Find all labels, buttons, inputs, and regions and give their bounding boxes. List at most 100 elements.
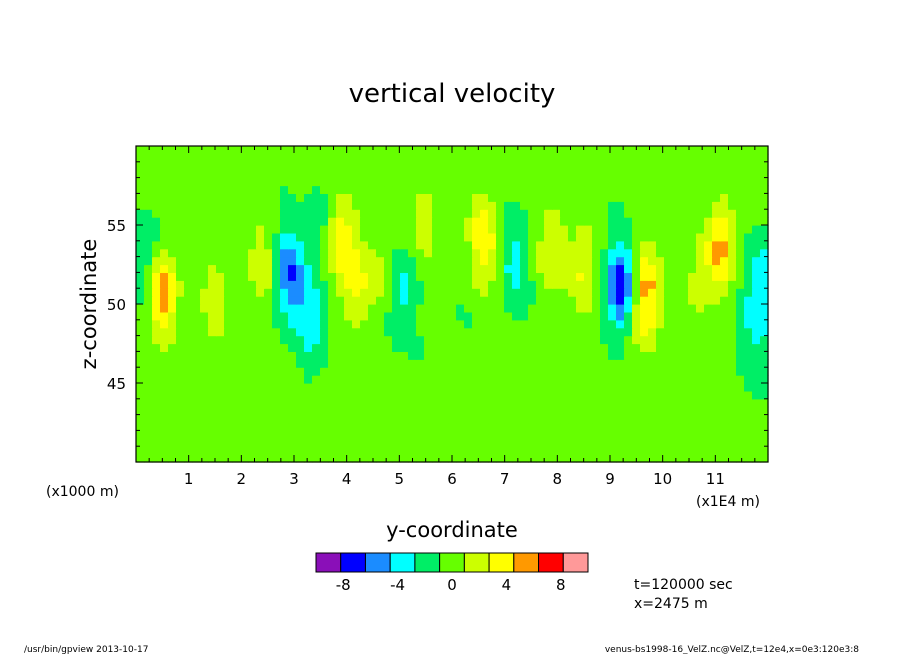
heatmap-cell — [488, 438, 497, 447]
heatmap-cell — [472, 319, 481, 329]
heatmap-cell — [408, 335, 417, 345]
heatmap-cell — [616, 311, 625, 321]
heatmap-cell — [392, 335, 401, 345]
heatmap-cell — [416, 438, 425, 447]
heatmap-cell — [752, 153, 761, 163]
heatmap-cell — [744, 288, 753, 297]
heatmap-cell — [248, 225, 257, 234]
heatmap-cell — [592, 201, 601, 210]
heatmap-cell — [224, 272, 233, 281]
heatmap-cell — [232, 359, 241, 368]
heatmap-cell — [392, 232, 401, 242]
heatmap-cell — [696, 169, 705, 179]
heatmap-cell — [456, 446, 465, 455]
heatmap-cell — [656, 414, 665, 424]
heatmap-cell — [576, 406, 585, 416]
heatmap-cell — [240, 264, 249, 273]
heatmap-cell — [664, 280, 673, 289]
heatmap-cell — [352, 256, 361, 266]
heatmap-cell — [248, 398, 257, 408]
heatmap-cell — [744, 225, 753, 234]
heatmap-cell — [704, 304, 713, 313]
heatmap-cell — [488, 446, 497, 455]
heatmap-cell — [576, 304, 585, 313]
heatmap-cell — [352, 414, 361, 424]
heatmap-cell — [640, 438, 649, 447]
heatmap-cell — [208, 288, 217, 297]
heatmap-cell — [208, 438, 217, 447]
heatmap-cell — [320, 414, 329, 424]
heatmap-cell — [160, 367, 169, 376]
heatmap-cell — [328, 146, 337, 155]
heatmap-cell — [600, 406, 609, 416]
heatmap-cell — [336, 225, 345, 234]
heatmap-cell — [384, 225, 393, 234]
heatmap-cell — [608, 217, 617, 226]
heatmap-cell — [736, 272, 745, 281]
heatmap-cell — [376, 390, 385, 400]
heatmap-cell — [216, 185, 225, 194]
heatmap-cell — [688, 343, 697, 352]
heatmap-cell — [760, 225, 769, 234]
heatmap-cell — [592, 209, 601, 218]
heatmap-cell — [208, 161, 217, 171]
heatmap-cell — [216, 406, 225, 416]
heatmap-cell — [216, 359, 225, 368]
heatmap-cell — [176, 430, 185, 439]
heatmap-cell — [616, 454, 625, 463]
heatmap-cell — [376, 177, 385, 187]
heatmap-cell — [448, 446, 457, 455]
heatmap-cell — [168, 161, 177, 171]
heatmap-cell — [168, 359, 177, 368]
heatmap-cell — [184, 248, 193, 258]
heatmap-cell — [728, 422, 737, 431]
heatmap-cell — [720, 177, 729, 187]
heatmap-cell — [304, 454, 313, 463]
heatmap-cell — [392, 438, 401, 447]
heatmap-cell — [344, 161, 353, 171]
heatmap-cell — [648, 272, 657, 281]
heatmap-cell — [632, 438, 641, 447]
heatmap-cell — [464, 438, 473, 447]
heatmap-cell — [728, 225, 737, 234]
heatmap-cell — [144, 177, 153, 187]
heatmap-cell — [720, 256, 729, 266]
heatmap-cell — [744, 232, 753, 242]
heatmap-cell — [424, 327, 433, 337]
heatmap-cell — [528, 264, 537, 273]
heatmap-cell — [584, 193, 593, 202]
heatmap-cell — [232, 319, 241, 329]
heatmap-cell — [576, 146, 585, 155]
heatmap-cell — [664, 296, 673, 305]
heatmap-cell — [256, 375, 265, 384]
heatmap-cell — [384, 335, 393, 345]
heatmap-cell — [176, 438, 185, 447]
heatmap-cell — [528, 319, 537, 329]
heatmap-cell — [472, 177, 481, 187]
heatmap-cell — [216, 430, 225, 439]
heatmap-cell — [720, 383, 729, 392]
heatmap-cell — [216, 240, 225, 250]
heatmap-cell — [744, 351, 753, 360]
heatmap-cell — [568, 264, 577, 273]
heatmap-cell — [256, 161, 265, 171]
heatmap-cell — [160, 438, 169, 447]
heatmap-cell — [496, 398, 505, 408]
heatmap-cell — [512, 327, 521, 337]
heatmap-cell — [296, 446, 305, 455]
heatmap-cell — [728, 319, 737, 329]
heatmap-cell — [760, 272, 769, 281]
heatmap-cell — [168, 438, 177, 447]
heatmap-cell — [320, 146, 329, 155]
heatmap-cell — [440, 343, 449, 352]
heatmap-cell — [200, 398, 209, 408]
heatmap-cell — [744, 398, 753, 408]
heatmap-cell — [528, 414, 537, 424]
heatmap-cell — [272, 153, 281, 163]
heatmap-cell — [680, 217, 689, 226]
heatmap-cell — [360, 414, 369, 424]
heatmap-cell — [144, 248, 153, 258]
heatmap-cell — [616, 304, 625, 313]
heatmap-cell — [224, 225, 233, 234]
heatmap-cell — [680, 240, 689, 250]
